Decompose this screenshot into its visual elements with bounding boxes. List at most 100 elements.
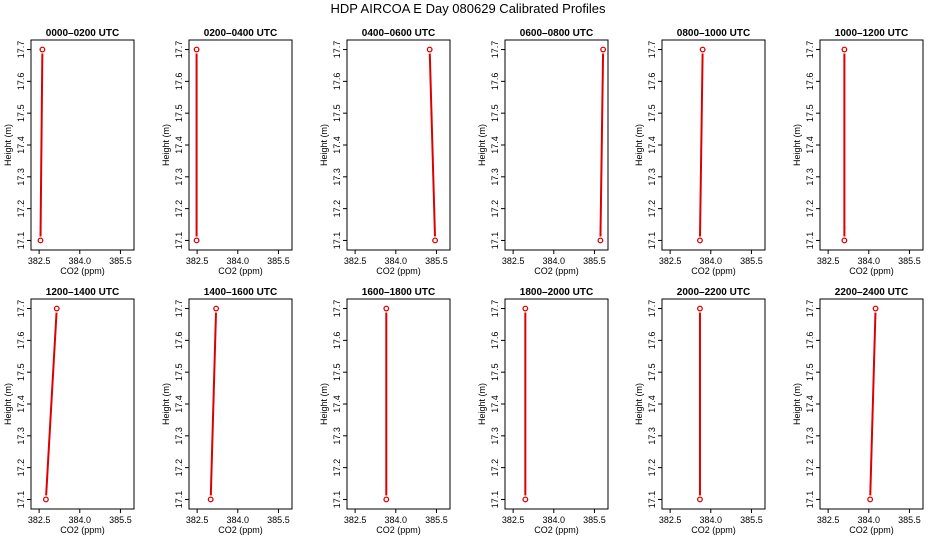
x-tick-label: 385.5 xyxy=(109,256,132,266)
y-tick-label: 17.3 xyxy=(174,427,184,445)
x-tick-label: 382.5 xyxy=(344,515,367,525)
y-tick-label: 17.3 xyxy=(490,168,500,186)
x-tick-label: 385.5 xyxy=(740,256,763,266)
y-tick-label: 17.7 xyxy=(16,41,26,59)
profile-line xyxy=(428,53,436,237)
y-tick-label: 17.5 xyxy=(16,104,26,122)
panel: 1800–2000 UTC 382.5 384.0 385.5 CO2 (ppm) 17.… xyxy=(477,287,609,535)
y-tick-label: 17.4 xyxy=(805,395,815,413)
panel-title: 0600–0800 UTC xyxy=(520,28,593,39)
x-tick-label: 382.5 xyxy=(28,256,51,266)
profile-line xyxy=(599,53,605,237)
x-tick-label: 384.0 xyxy=(858,256,881,266)
y-tick-label: 17.3 xyxy=(174,168,184,186)
plot-frame xyxy=(188,39,293,251)
x-tick-label: 384.0 xyxy=(227,515,250,525)
panel-title: 1000–1200 UTC xyxy=(835,28,908,39)
x-tick-label: 385.5 xyxy=(267,256,290,266)
x-tick-label: 382.5 xyxy=(817,515,840,525)
x-tick-label: 382.5 xyxy=(186,515,209,525)
x-tick-label: 382.5 xyxy=(28,515,51,525)
x-tick-label: 385.5 xyxy=(583,515,606,525)
data-point xyxy=(841,46,848,53)
y-tick-label: 17.6 xyxy=(647,73,657,91)
data-point xyxy=(207,496,214,503)
panel: 0200–0400 UTC 382.5 384.0 385.5 CO2 (ppm) 17.… xyxy=(161,28,293,276)
panel-title: 0000–0200 UTC xyxy=(46,28,119,39)
x-axis-label: CO2 (ppm) xyxy=(60,525,105,535)
y-tick-label: 17.1 xyxy=(490,232,500,250)
x-tick-label: 382.5 xyxy=(502,256,525,266)
y-tick-label: 17.6 xyxy=(174,332,184,350)
profile-line xyxy=(699,53,704,237)
panel: 1600–1800 UTC 382.5 384.0 385.5 CO2 (ppm) 17.… xyxy=(319,287,451,535)
panel: 1200–1400 UTC 382.5 384.0 385.5 CO2 (ppm) 17.… xyxy=(3,287,135,535)
y-tick-label: 17.6 xyxy=(16,73,26,91)
y-tick-label: 17.4 xyxy=(332,395,342,413)
y-tick-label: 17.5 xyxy=(805,104,815,122)
y-tick-label: 17.1 xyxy=(805,232,815,250)
y-axis-label: Height (m) xyxy=(161,383,171,425)
y-axis-label: Height (m) xyxy=(792,383,802,425)
x-axis-label: CO2 (ppm) xyxy=(849,266,894,276)
data-point xyxy=(699,46,706,53)
y-tick-label: 17.5 xyxy=(174,104,184,122)
figure-title: HDP AIRCOA E Day 080629 Calibrated Profi… xyxy=(330,1,606,16)
panel-title: 1200–1400 UTC xyxy=(46,287,119,298)
plot-frame xyxy=(504,298,609,510)
y-tick-label: 17.5 xyxy=(16,363,26,381)
y-tick-label: 17.5 xyxy=(332,363,342,381)
x-axis-label: CO2 (ppm) xyxy=(218,266,263,276)
x-tick-label: 384.0 xyxy=(385,515,408,525)
plot-frame xyxy=(30,39,135,251)
y-tick-label: 17.7 xyxy=(332,41,342,59)
y-tick-label: 17.1 xyxy=(16,491,26,509)
data-point xyxy=(193,46,200,53)
x-axis-label: CO2 (ppm) xyxy=(376,525,421,535)
panel: 1000–1200 UTC 382.5 384.0 385.5 CO2 (ppm) 17.… xyxy=(792,28,924,276)
x-tick-label: 385.5 xyxy=(583,256,606,266)
x-tick-label: 385.5 xyxy=(740,515,763,525)
panel: 2200–2400 UTC 382.5 384.0 385.5 CO2 (ppm) 17.… xyxy=(792,287,924,535)
data-point xyxy=(193,237,200,244)
x-tick-label: 384.0 xyxy=(69,256,92,266)
y-tick-label: 17.7 xyxy=(332,300,342,318)
data-point xyxy=(872,305,879,312)
panel-title: 0400–0600 UTC xyxy=(362,28,435,39)
plot-frame xyxy=(661,298,766,510)
x-axis-label: CO2 (ppm) xyxy=(691,266,736,276)
x-tick-label: 384.0 xyxy=(858,515,881,525)
data-point xyxy=(37,237,44,244)
y-tick-label: 17.1 xyxy=(490,491,500,509)
y-tick-label: 17.3 xyxy=(647,427,657,445)
data-point xyxy=(432,237,439,244)
y-tick-label: 17.1 xyxy=(332,491,342,509)
y-axis-label: Height (m) xyxy=(3,124,13,166)
data-point xyxy=(597,237,604,244)
x-tick-label: 385.5 xyxy=(109,515,132,525)
y-tick-label: 17.6 xyxy=(805,73,815,91)
y-tick-label: 17.3 xyxy=(490,427,500,445)
y-tick-label: 17.2 xyxy=(647,200,657,218)
y-axis-label: Height (m) xyxy=(477,124,487,166)
y-tick-label: 17.4 xyxy=(647,136,657,154)
panel-title: 1600–1800 UTC xyxy=(362,287,435,298)
y-tick-label: 17.4 xyxy=(332,136,342,154)
x-tick-label: 382.5 xyxy=(817,256,840,266)
y-tick-label: 17.4 xyxy=(805,136,815,154)
x-axis-label: CO2 (ppm) xyxy=(376,266,421,276)
x-tick-label: 384.0 xyxy=(700,256,723,266)
y-tick-label: 17.7 xyxy=(490,41,500,59)
y-tick-label: 17.1 xyxy=(805,491,815,509)
panel: 2000–2200 UTC 382.5 384.0 385.5 CO2 (ppm) 17.… xyxy=(634,287,766,535)
x-tick-label: 382.5 xyxy=(344,256,367,266)
y-axis-label: Height (m) xyxy=(634,124,644,166)
x-axis-label: CO2 (ppm) xyxy=(691,525,736,535)
y-tick-label: 17.2 xyxy=(805,200,815,218)
x-axis-label: CO2 (ppm) xyxy=(218,525,263,535)
x-tick-label: 382.5 xyxy=(659,515,682,525)
y-tick-label: 17.6 xyxy=(332,73,342,91)
y-tick-label: 17.5 xyxy=(647,104,657,122)
y-tick-label: 17.5 xyxy=(805,363,815,381)
